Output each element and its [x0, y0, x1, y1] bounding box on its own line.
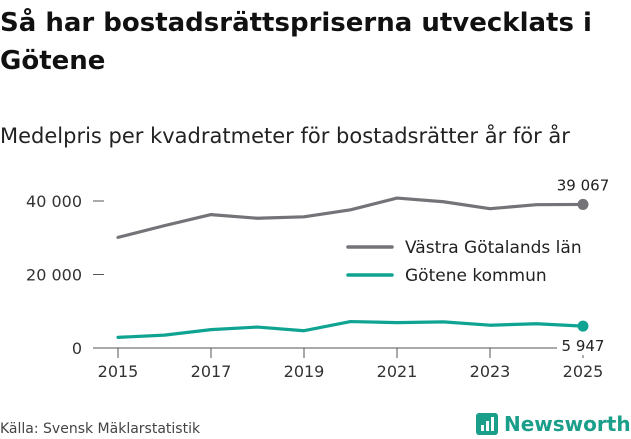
x-tick-label: 2021 [377, 362, 418, 381]
series-line [116, 319, 585, 339]
series-end-label: 39 067 [557, 176, 610, 194]
x-axis: 2015 2017 2019 2021 2023 2025 [93, 347, 608, 381]
source-note: Källa: Svensk Mäklarstatistik [0, 421, 201, 437]
y-tick-label: 0 [72, 339, 82, 358]
bar-chart-icon [476, 413, 498, 435]
newsworthy-logo: Newsworthy [476, 410, 631, 438]
legend-label: Götene kommun [405, 266, 547, 286]
series-group: 39 067 5 947 [116, 176, 610, 356]
logo-text: Newsworthy [504, 412, 631, 436]
x-tick-label: 2017 [191, 362, 232, 381]
series-end-label: 5 947 [562, 337, 605, 355]
y-tick-label: 20 000 [26, 266, 82, 285]
x-tick-label: 2015 [98, 362, 139, 381]
chart-subtitle: Medelpris per kvadratmeter för bostadsrä… [0, 124, 570, 148]
series-end-point [577, 198, 589, 210]
y-axis: 0 20 000 40 000 [26, 192, 104, 358]
x-tick-label: 2019 [284, 362, 325, 381]
x-tick-label: 2023 [470, 362, 511, 381]
end-label-bg [557, 338, 609, 356]
x-tick-label: 2025 [563, 362, 604, 381]
series-line [116, 196, 585, 239]
legend: Västra Götalands län Götene kommun [346, 238, 582, 286]
chart-title: Så har bostadsrättspriserna utvecklats i… [0, 8, 592, 76]
series-end-point [577, 320, 589, 332]
y-tick-label: 40 000 [26, 192, 82, 211]
legend-label: Västra Götalands län [405, 238, 582, 258]
